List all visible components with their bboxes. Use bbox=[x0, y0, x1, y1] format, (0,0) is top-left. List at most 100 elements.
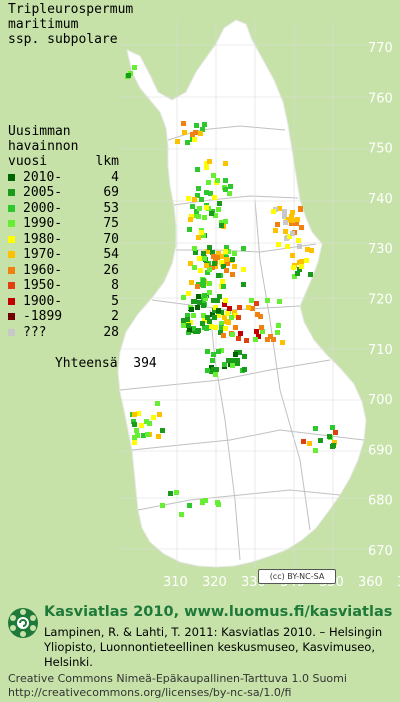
record-square bbox=[233, 352, 238, 357]
record-square bbox=[216, 349, 221, 354]
record-square bbox=[201, 278, 206, 283]
legend-item-label: 1980- bbox=[23, 231, 63, 247]
legend-rows: 2010- 4 2005- 69 2000- 53 1990- 75 1980- 70 1970- 5… bbox=[8, 170, 157, 341]
record-square bbox=[237, 305, 242, 310]
record-square bbox=[241, 282, 246, 287]
legend-item: 1950- 8 bbox=[8, 278, 157, 294]
record-square bbox=[219, 325, 224, 330]
record-square bbox=[185, 140, 190, 145]
record-square bbox=[192, 197, 197, 202]
legend-total-value: 394 bbox=[133, 356, 157, 371]
record-square bbox=[200, 500, 205, 505]
species-title-line-2: maritimum bbox=[8, 17, 79, 32]
record-square bbox=[299, 225, 304, 230]
record-square bbox=[222, 362, 227, 367]
record-square bbox=[230, 257, 235, 262]
record-square bbox=[219, 223, 224, 228]
record-square bbox=[283, 229, 288, 234]
record-square bbox=[192, 299, 197, 304]
record-square bbox=[223, 326, 228, 331]
legend-swatch bbox=[8, 251, 15, 259]
record-square bbox=[211, 254, 216, 259]
record-square bbox=[233, 325, 238, 330]
record-square bbox=[200, 321, 205, 326]
record-square bbox=[201, 251, 206, 256]
license-url[interactable]: http://creativecommons.org/licenses/by-n… bbox=[8, 686, 292, 699]
record-square bbox=[211, 173, 216, 178]
record-square bbox=[200, 127, 205, 132]
legend-item-count: 75 bbox=[103, 216, 119, 232]
record-square bbox=[283, 220, 288, 225]
record-square bbox=[220, 279, 225, 284]
record-square bbox=[223, 178, 228, 183]
record-square bbox=[186, 323, 191, 328]
legend-total: Yhteensä 394 bbox=[8, 341, 157, 386]
record-square bbox=[224, 245, 229, 250]
record-square bbox=[195, 284, 200, 289]
record-square bbox=[179, 512, 184, 517]
record-square bbox=[286, 217, 291, 222]
record-square bbox=[232, 264, 237, 269]
record-square bbox=[201, 313, 206, 318]
y-tick-label: 670 bbox=[368, 544, 393, 559]
record-square bbox=[185, 313, 190, 318]
record-square bbox=[277, 206, 282, 211]
record-square bbox=[299, 259, 304, 264]
record-square bbox=[136, 411, 141, 416]
record-square bbox=[229, 315, 234, 320]
record-square bbox=[205, 270, 210, 275]
record-square bbox=[201, 233, 206, 238]
record-square bbox=[224, 257, 229, 262]
record-square bbox=[206, 180, 211, 185]
record-square bbox=[195, 305, 200, 310]
record-square bbox=[205, 368, 210, 373]
record-square bbox=[194, 209, 199, 214]
legend-heading-1: Uusimman bbox=[8, 124, 71, 139]
record-square bbox=[205, 315, 210, 320]
record-square bbox=[216, 313, 221, 318]
record-square bbox=[212, 315, 217, 320]
record-square bbox=[191, 326, 196, 331]
record-square bbox=[134, 428, 139, 433]
legend-item: 2000- 53 bbox=[8, 201, 157, 217]
record-square bbox=[301, 439, 306, 444]
record-square bbox=[285, 244, 290, 249]
record-square bbox=[198, 131, 203, 136]
record-square bbox=[238, 331, 243, 336]
legend-item: 1970- 54 bbox=[8, 247, 157, 263]
record-square bbox=[204, 263, 209, 268]
record-square bbox=[196, 294, 201, 299]
legend-item: 1990- 75 bbox=[8, 216, 157, 232]
record-square bbox=[236, 315, 241, 320]
record-square bbox=[242, 367, 247, 372]
record-square bbox=[196, 328, 201, 333]
record-square bbox=[256, 334, 261, 339]
legend-swatch bbox=[8, 235, 15, 243]
legend-item-count: 4 bbox=[111, 169, 119, 185]
record-square bbox=[299, 264, 304, 269]
record-square bbox=[260, 329, 265, 334]
species-title-line-1: Tripleurospermum bbox=[8, 2, 134, 17]
record-square bbox=[237, 350, 242, 355]
record-square bbox=[210, 250, 215, 255]
legend-item-label: -1899 bbox=[23, 309, 63, 325]
cc-license-badge[interactable]: (cc) BY-NC-SA bbox=[258, 569, 336, 584]
record-square bbox=[207, 267, 212, 272]
record-square bbox=[190, 204, 195, 209]
license-name: Creative Commons Nimeä-Epäkaupallinen-Ta… bbox=[8, 672, 347, 685]
record-square bbox=[313, 448, 318, 453]
citation-text: Lampinen, R. & Lahti, T. 2011: Kasviatla… bbox=[44, 625, 383, 669]
record-square bbox=[253, 337, 258, 342]
y-tick-label: 680 bbox=[368, 494, 393, 509]
legend-item-label: 2005- bbox=[23, 185, 63, 201]
record-square bbox=[219, 310, 224, 315]
record-square bbox=[265, 337, 270, 342]
record-square bbox=[157, 412, 162, 417]
record-square bbox=[290, 210, 295, 215]
record-square bbox=[187, 227, 192, 232]
coordinate-grid bbox=[120, 20, 370, 570]
record-square bbox=[204, 161, 209, 166]
kasviatlas-link[interactable]: Kasviatlas 2010, www.luomus.fi/kasviatla… bbox=[44, 604, 393, 620]
record-square bbox=[236, 336, 241, 341]
record-square bbox=[223, 219, 228, 224]
